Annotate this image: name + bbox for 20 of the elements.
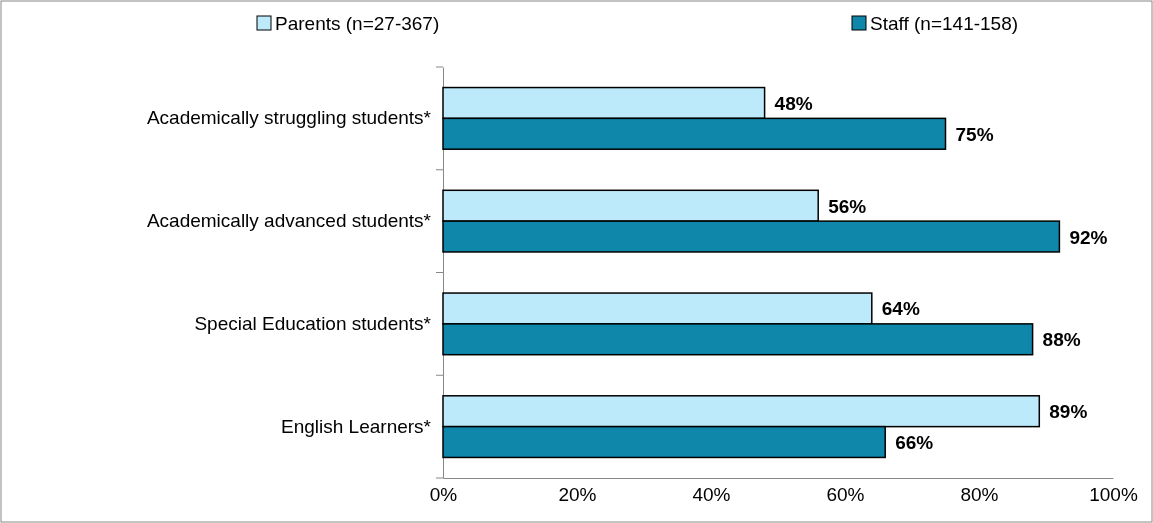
data-label: 89% bbox=[1049, 401, 1088, 423]
data-label: 64% bbox=[881, 298, 920, 320]
x-tick-label: 80% bbox=[960, 484, 999, 506]
x-tick-label: 100% bbox=[1089, 484, 1138, 506]
data-label: 48% bbox=[774, 92, 813, 114]
data-label: 92% bbox=[1069, 226, 1108, 248]
x-tick-label: 40% bbox=[692, 484, 731, 506]
data-label: 66% bbox=[895, 432, 934, 454]
y-tick-label: Academically advanced students* bbox=[146, 210, 432, 232]
y-tick-label: Academically struggling students* bbox=[146, 107, 432, 129]
legend-label: Parents (n=27-367) bbox=[275, 13, 440, 34]
x-tick-label: 60% bbox=[826, 484, 865, 506]
data-label: 88% bbox=[1042, 329, 1081, 351]
x-tick-label: 20% bbox=[558, 484, 597, 506]
x-tick-label: 0% bbox=[429, 484, 458, 506]
data-label: 75% bbox=[955, 123, 994, 145]
y-tick-label: English Learners* bbox=[281, 415, 432, 437]
legend-label: Staff (n=141-158) bbox=[870, 13, 1019, 34]
y-tick-label: Special Education students* bbox=[194, 312, 432, 334]
data-label: 56% bbox=[828, 195, 867, 217]
